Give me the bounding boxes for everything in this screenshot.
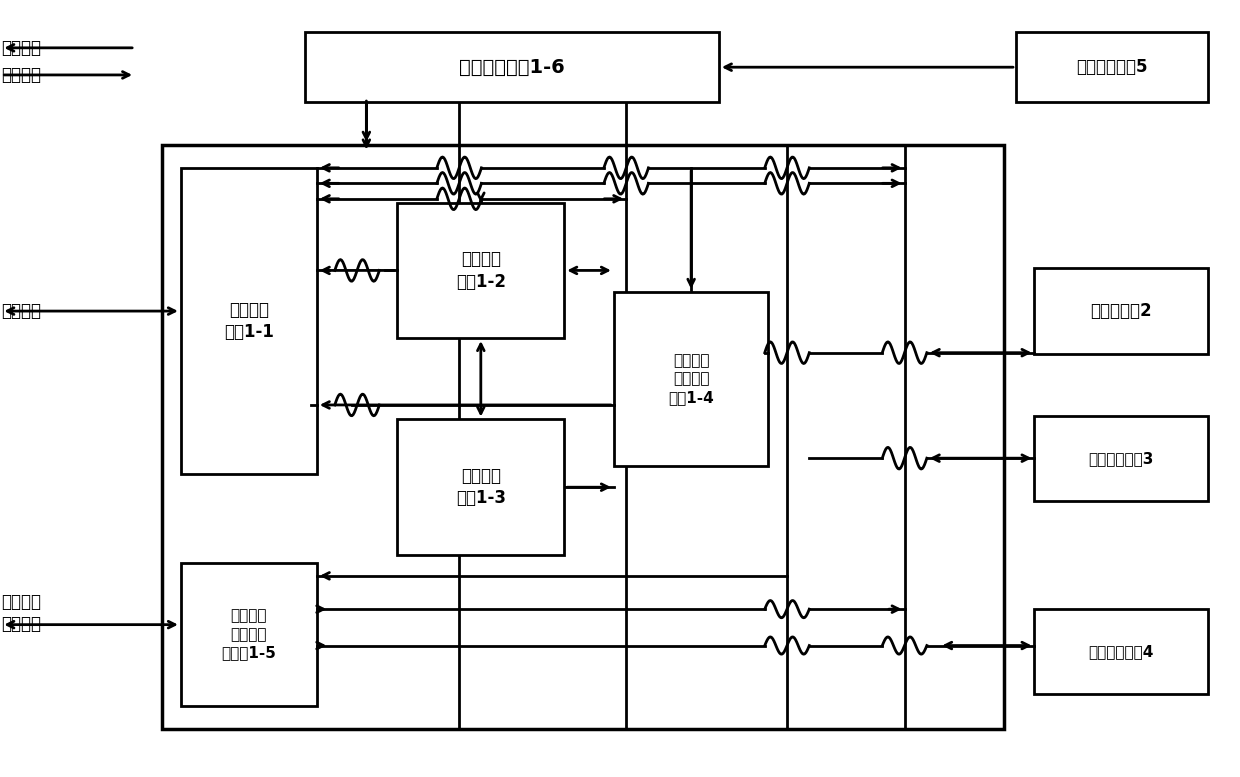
Text: 光交换单元2: 光交换单元2 — [1090, 302, 1152, 320]
Text: 输入方向: 输入方向 — [1, 66, 41, 84]
Bar — [397, 420, 564, 555]
Text: 输出方向: 输出方向 — [1, 39, 41, 57]
Text: 接口选择
模块1-1: 接口选择 模块1-1 — [224, 301, 274, 341]
Bar — [181, 563, 317, 706]
Text: 分组子带
互通数据: 分组子带 互通数据 — [1, 593, 41, 633]
Bar — [397, 203, 564, 338]
Text: 通信数据: 通信数据 — [1, 302, 41, 320]
Text: 分组与子
带交换互
联模块1-5: 分组与子 带交换互 联模块1-5 — [222, 608, 277, 660]
Text: 速率适配
模块1-2: 速率适配 模块1-2 — [456, 250, 506, 291]
Bar — [1034, 269, 1208, 354]
Text: 管理控制单元5: 管理控制单元5 — [1076, 58, 1147, 76]
Bar — [1034, 609, 1208, 695]
Bar — [1016, 33, 1208, 102]
Bar — [1034, 416, 1208, 500]
Bar — [162, 145, 1003, 729]
Text: 分组交换单元3: 分组交换单元3 — [1089, 451, 1153, 465]
Bar — [305, 33, 719, 102]
Text: 子带交换单元4: 子带交换单元4 — [1089, 644, 1153, 659]
Bar — [614, 291, 769, 466]
Text: 光与分组
交换互联
模块1-4: 光与分组 交换互联 模块1-4 — [668, 353, 714, 405]
Text: 管理配置模块1-6: 管理配置模块1-6 — [459, 57, 564, 77]
Text: 协议适配
模块1-3: 协议适配 模块1-3 — [456, 467, 506, 507]
Bar — [181, 168, 317, 474]
